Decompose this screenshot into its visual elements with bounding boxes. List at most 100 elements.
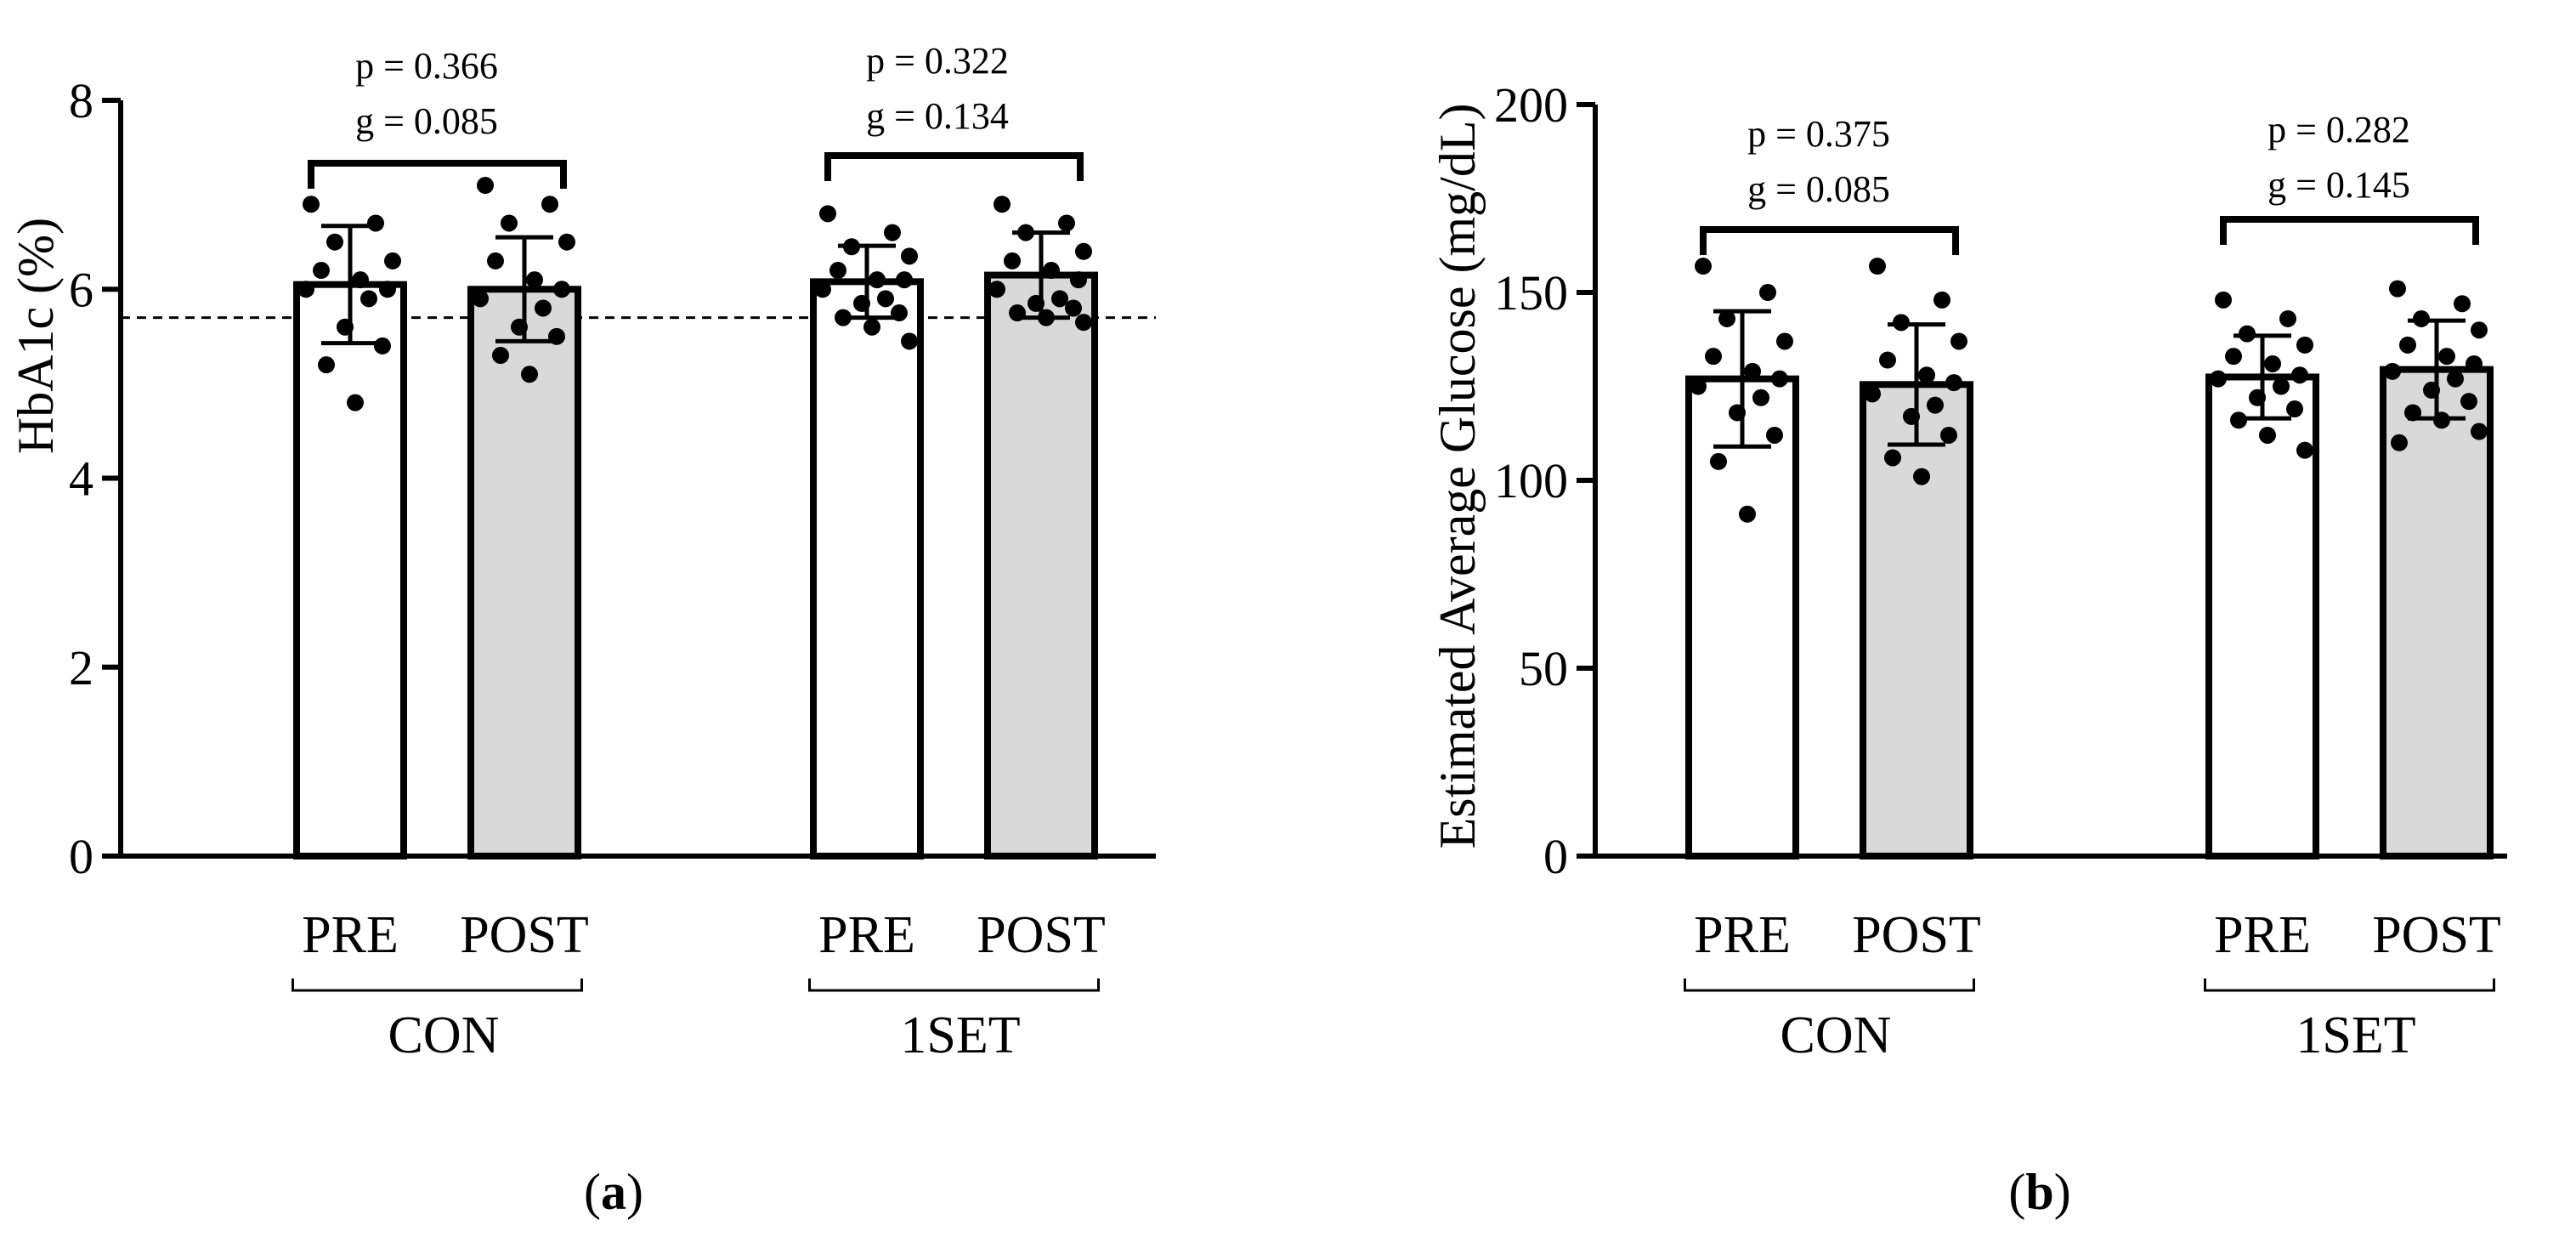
panel-b-data-point	[1913, 468, 1930, 485]
panel-a-y-tick-label: 0	[69, 829, 93, 884]
panel-a-group-bracket	[808, 979, 1100, 992]
panel-a-significance-bracket	[824, 152, 1084, 181]
panel-a-data-point	[994, 196, 1011, 213]
panel-a-data-point	[297, 281, 314, 298]
panel-b-data-point	[2471, 423, 2488, 440]
panel-b-data-point	[1759, 284, 1776, 301]
panel-b-data-point	[2210, 370, 2227, 388]
panel-b-data-point	[1879, 351, 1896, 369]
panel-a-data-point	[1070, 271, 1087, 289]
panel-b-g-value: g = 0.085	[1747, 168, 1890, 210]
panel-b-p-value: p = 0.282	[2267, 109, 2410, 150]
panel-a-data-point	[877, 290, 894, 308]
panel-b-data-point	[1940, 426, 1957, 444]
panel-a-data-point	[326, 233, 343, 251]
panel-a-bar-1set-pre	[810, 278, 924, 859]
panel-a-y-tick-label: 6	[69, 262, 93, 317]
panel-b-significance-bracket	[2220, 216, 2479, 245]
panel-a-data-point	[384, 252, 401, 269]
panel-b-data-point	[1695, 258, 1712, 275]
panel-a-data-point	[367, 214, 384, 232]
panel-b-data-point	[2433, 411, 2450, 429]
panel-a-data-point	[352, 271, 369, 289]
panel-b-bar-con-post	[1860, 381, 1973, 860]
panel-a-data-point	[553, 281, 570, 298]
panel-a-significance-bracket	[308, 160, 567, 189]
panel-a-data-point	[521, 366, 538, 383]
panel-b-y-tick-label: 200	[1494, 77, 1568, 133]
panel-a-data-point	[374, 337, 391, 355]
panel-b-label: b	[2025, 1164, 2053, 1220]
panel-b-data-point	[1718, 309, 1735, 327]
panel-a-data-point	[558, 233, 575, 251]
panel-a-data-point	[1038, 309, 1055, 326]
panel-a-data-point	[511, 318, 528, 336]
panel-b-data-point	[1776, 332, 1793, 350]
panel-b-data-point	[2384, 362, 2401, 380]
panel-b-significance-bracket	[1700, 226, 1959, 255]
panel-a-data-point	[1051, 290, 1068, 308]
panel-a-bar-1set-post	[984, 271, 1098, 859]
panel-b-bar-label: POST	[2372, 906, 2501, 964]
panel-b-data-point	[2259, 426, 2276, 444]
panel-a-data-point	[1017, 224, 1034, 241]
panel-a-data-point	[501, 214, 518, 232]
panel-b-data-point	[2264, 355, 2281, 372]
panel-a-data-point	[1009, 304, 1026, 322]
panel-a-data-point	[891, 304, 908, 322]
panel-a-bar-label: PRE	[818, 906, 915, 964]
panel-a-ylabel: HbA1c (%)	[8, 218, 64, 454]
panel-b-data-point	[1869, 258, 1886, 275]
panel-a-bar-label: PRE	[302, 906, 399, 964]
panel-b-data-point	[2225, 348, 2242, 366]
panel-a-data-point	[337, 318, 354, 336]
panel-b-data-point	[1918, 366, 1935, 384]
panel-b-data-point	[1927, 396, 1944, 414]
panel-a-data-point	[477, 177, 494, 195]
panel-a-y-tick-label: 4	[69, 451, 93, 507]
panel-b-y-tick-label: 0	[1543, 829, 1568, 884]
panel-a-data-point	[492, 347, 509, 365]
panel-a-data-point	[1075, 314, 1092, 332]
panel-a-g-value: g = 0.134	[866, 95, 1009, 137]
panel-b-data-point	[1945, 374, 1962, 392]
panel-b-data-point	[2447, 370, 2464, 388]
panel-a-data-point	[843, 238, 860, 256]
panel-b-data-point	[1884, 449, 1901, 467]
panel-b-bar-con-pre	[1685, 375, 1799, 860]
panel-b-g-value: g = 0.145	[2267, 164, 2410, 206]
panel-b-data-point	[1739, 505, 1756, 523]
panel-b-data-point	[1903, 407, 1920, 425]
panel-a-data-point	[853, 294, 870, 312]
panel-b-data-point	[2279, 309, 2296, 327]
panel-b-group-label-1set: 1SET	[2296, 1007, 2415, 1064]
panel-a-label: a	[601, 1164, 626, 1220]
panel-a-bar-con-post	[467, 286, 581, 859]
panel-a-data-point	[1004, 252, 1021, 269]
panel-a-data-point	[988, 281, 1005, 298]
panel-a-data-point	[896, 271, 913, 289]
panel-a-p-value: p = 0.366	[355, 45, 498, 87]
panel-b-data-point	[1690, 377, 1707, 395]
panel-a-data-point	[535, 299, 552, 317]
panel-a-data-point	[487, 252, 504, 269]
panel-a-bar-label: POST	[977, 906, 1106, 964]
panel-b-group-label-con: CON	[1781, 1007, 1892, 1064]
panel-a-data-point	[318, 356, 335, 374]
panel-a-bar-label: POST	[460, 906, 589, 964]
panel-b-caption: (b)	[2008, 1164, 2070, 1220]
panel-a-data-point	[869, 271, 886, 289]
panel-b-data-point	[1766, 426, 1783, 444]
panel-a-caption: (a)	[584, 1164, 643, 1220]
panel-b-data-point	[1729, 404, 1746, 422]
panel-b-bar-1set-pre	[2205, 373, 2319, 859]
panel-b-data-point	[2438, 348, 2455, 366]
panel-a-g-value: g = 0.085	[355, 100, 498, 142]
panel-b-data-point	[2215, 291, 2232, 309]
panel-b-group-bracket	[2204, 979, 2495, 992]
panel-a-data-point	[863, 318, 880, 336]
panel-a-data-point	[814, 281, 831, 298]
panel-b-data-point	[1744, 362, 1761, 380]
panel-b-data-point	[2423, 381, 2440, 399]
